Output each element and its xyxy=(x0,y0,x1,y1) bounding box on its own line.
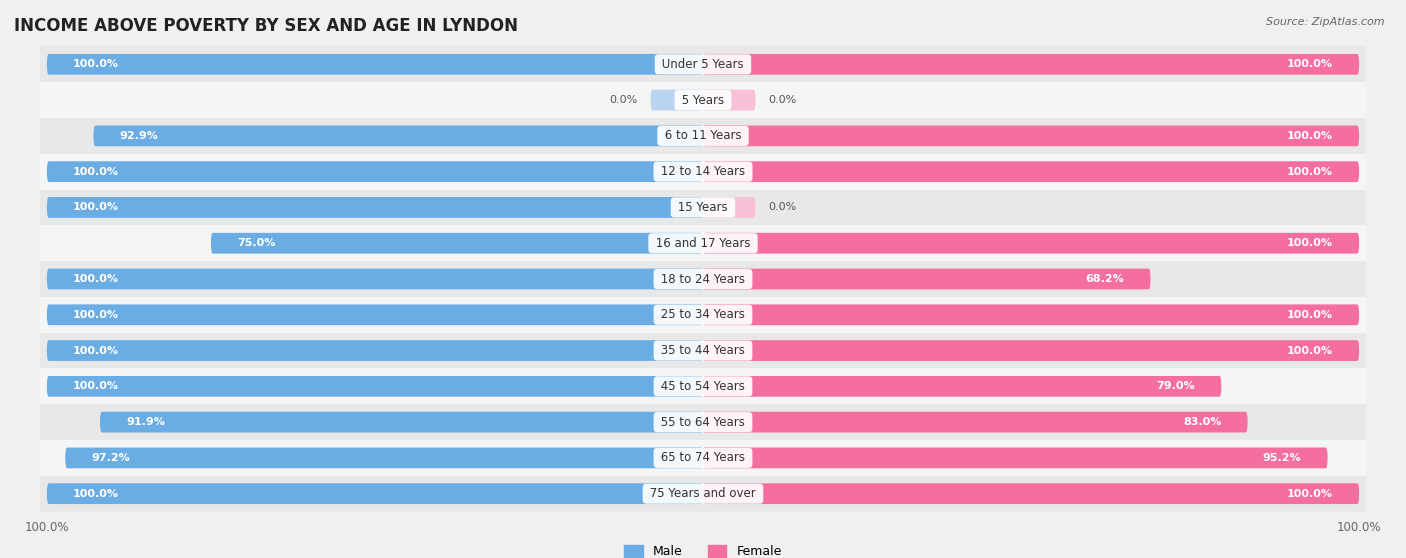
Text: 15 Years: 15 Years xyxy=(675,201,731,214)
Bar xyxy=(41,82,1365,118)
Text: 100.0%: 100.0% xyxy=(1286,238,1333,248)
FancyBboxPatch shape xyxy=(703,90,755,110)
Text: 100.0%: 100.0% xyxy=(1286,310,1333,320)
Text: 55 to 64 Years: 55 to 64 Years xyxy=(657,416,749,429)
FancyBboxPatch shape xyxy=(46,483,703,504)
Text: 97.2%: 97.2% xyxy=(91,453,131,463)
Text: 100.0%: 100.0% xyxy=(1286,167,1333,177)
Text: 100.0%: 100.0% xyxy=(73,203,120,213)
FancyBboxPatch shape xyxy=(46,340,703,361)
Bar xyxy=(41,440,1365,476)
FancyBboxPatch shape xyxy=(46,161,703,182)
Text: 0.0%: 0.0% xyxy=(609,95,637,105)
Text: 6 to 11 Years: 6 to 11 Years xyxy=(661,129,745,142)
FancyBboxPatch shape xyxy=(46,376,703,397)
Text: 12 to 14 Years: 12 to 14 Years xyxy=(657,165,749,178)
Text: 92.9%: 92.9% xyxy=(120,131,159,141)
Text: 68.2%: 68.2% xyxy=(1085,274,1125,284)
FancyBboxPatch shape xyxy=(100,412,703,432)
FancyBboxPatch shape xyxy=(703,376,1222,397)
Text: 100.0%: 100.0% xyxy=(73,274,120,284)
FancyBboxPatch shape xyxy=(703,161,1360,182)
Text: 91.9%: 91.9% xyxy=(127,417,165,427)
Text: 100.0%: 100.0% xyxy=(73,59,120,69)
FancyBboxPatch shape xyxy=(703,268,1150,290)
FancyBboxPatch shape xyxy=(46,268,703,290)
FancyBboxPatch shape xyxy=(651,90,703,110)
Text: 100.0%: 100.0% xyxy=(73,489,120,499)
Text: 100.0%: 100.0% xyxy=(1286,59,1333,69)
Bar xyxy=(41,368,1365,404)
FancyBboxPatch shape xyxy=(211,233,703,253)
Bar xyxy=(41,154,1365,190)
Text: Under 5 Years: Under 5 Years xyxy=(658,58,748,71)
Bar xyxy=(41,261,1365,297)
Bar xyxy=(41,118,1365,154)
FancyBboxPatch shape xyxy=(65,448,703,468)
Text: 18 to 24 Years: 18 to 24 Years xyxy=(657,272,749,286)
Text: 100.0%: 100.0% xyxy=(73,345,120,355)
Text: 35 to 44 Years: 35 to 44 Years xyxy=(657,344,749,357)
FancyBboxPatch shape xyxy=(703,412,1247,432)
Text: 100.0%: 100.0% xyxy=(73,310,120,320)
Text: 100.0%: 100.0% xyxy=(1286,345,1333,355)
FancyBboxPatch shape xyxy=(46,197,703,218)
FancyBboxPatch shape xyxy=(703,197,755,218)
FancyBboxPatch shape xyxy=(93,126,703,146)
Legend: Male, Female: Male, Female xyxy=(619,540,787,558)
FancyBboxPatch shape xyxy=(703,305,1360,325)
Bar xyxy=(41,476,1365,512)
Text: 45 to 54 Years: 45 to 54 Years xyxy=(657,380,749,393)
Bar xyxy=(41,404,1365,440)
Text: 100.0%: 100.0% xyxy=(73,381,120,391)
Bar xyxy=(41,225,1365,261)
Text: 100.0%: 100.0% xyxy=(73,167,120,177)
FancyBboxPatch shape xyxy=(46,54,703,75)
Text: 83.0%: 83.0% xyxy=(1182,417,1222,427)
Text: 100.0%: 100.0% xyxy=(1286,131,1333,141)
Text: 25 to 34 Years: 25 to 34 Years xyxy=(657,308,749,321)
Text: 100.0%: 100.0% xyxy=(1286,489,1333,499)
Text: 0.0%: 0.0% xyxy=(769,95,797,105)
FancyBboxPatch shape xyxy=(703,233,1360,253)
Text: 5 Years: 5 Years xyxy=(678,94,728,107)
Text: 95.2%: 95.2% xyxy=(1263,453,1302,463)
FancyBboxPatch shape xyxy=(703,483,1360,504)
Bar xyxy=(41,190,1365,225)
Text: 75 Years and over: 75 Years and over xyxy=(647,487,759,500)
Text: 79.0%: 79.0% xyxy=(1157,381,1195,391)
Text: 0.0%: 0.0% xyxy=(769,203,797,213)
Text: 75.0%: 75.0% xyxy=(238,238,276,248)
FancyBboxPatch shape xyxy=(46,305,703,325)
Text: Source: ZipAtlas.com: Source: ZipAtlas.com xyxy=(1267,17,1385,27)
FancyBboxPatch shape xyxy=(703,340,1360,361)
Bar xyxy=(41,297,1365,333)
FancyBboxPatch shape xyxy=(703,54,1360,75)
Bar xyxy=(41,333,1365,368)
FancyBboxPatch shape xyxy=(703,126,1360,146)
Text: INCOME ABOVE POVERTY BY SEX AND AGE IN LYNDON: INCOME ABOVE POVERTY BY SEX AND AGE IN L… xyxy=(14,17,517,35)
Text: 16 and 17 Years: 16 and 17 Years xyxy=(652,237,754,250)
Bar xyxy=(41,46,1365,82)
FancyBboxPatch shape xyxy=(703,448,1327,468)
Text: 65 to 74 Years: 65 to 74 Years xyxy=(657,451,749,464)
